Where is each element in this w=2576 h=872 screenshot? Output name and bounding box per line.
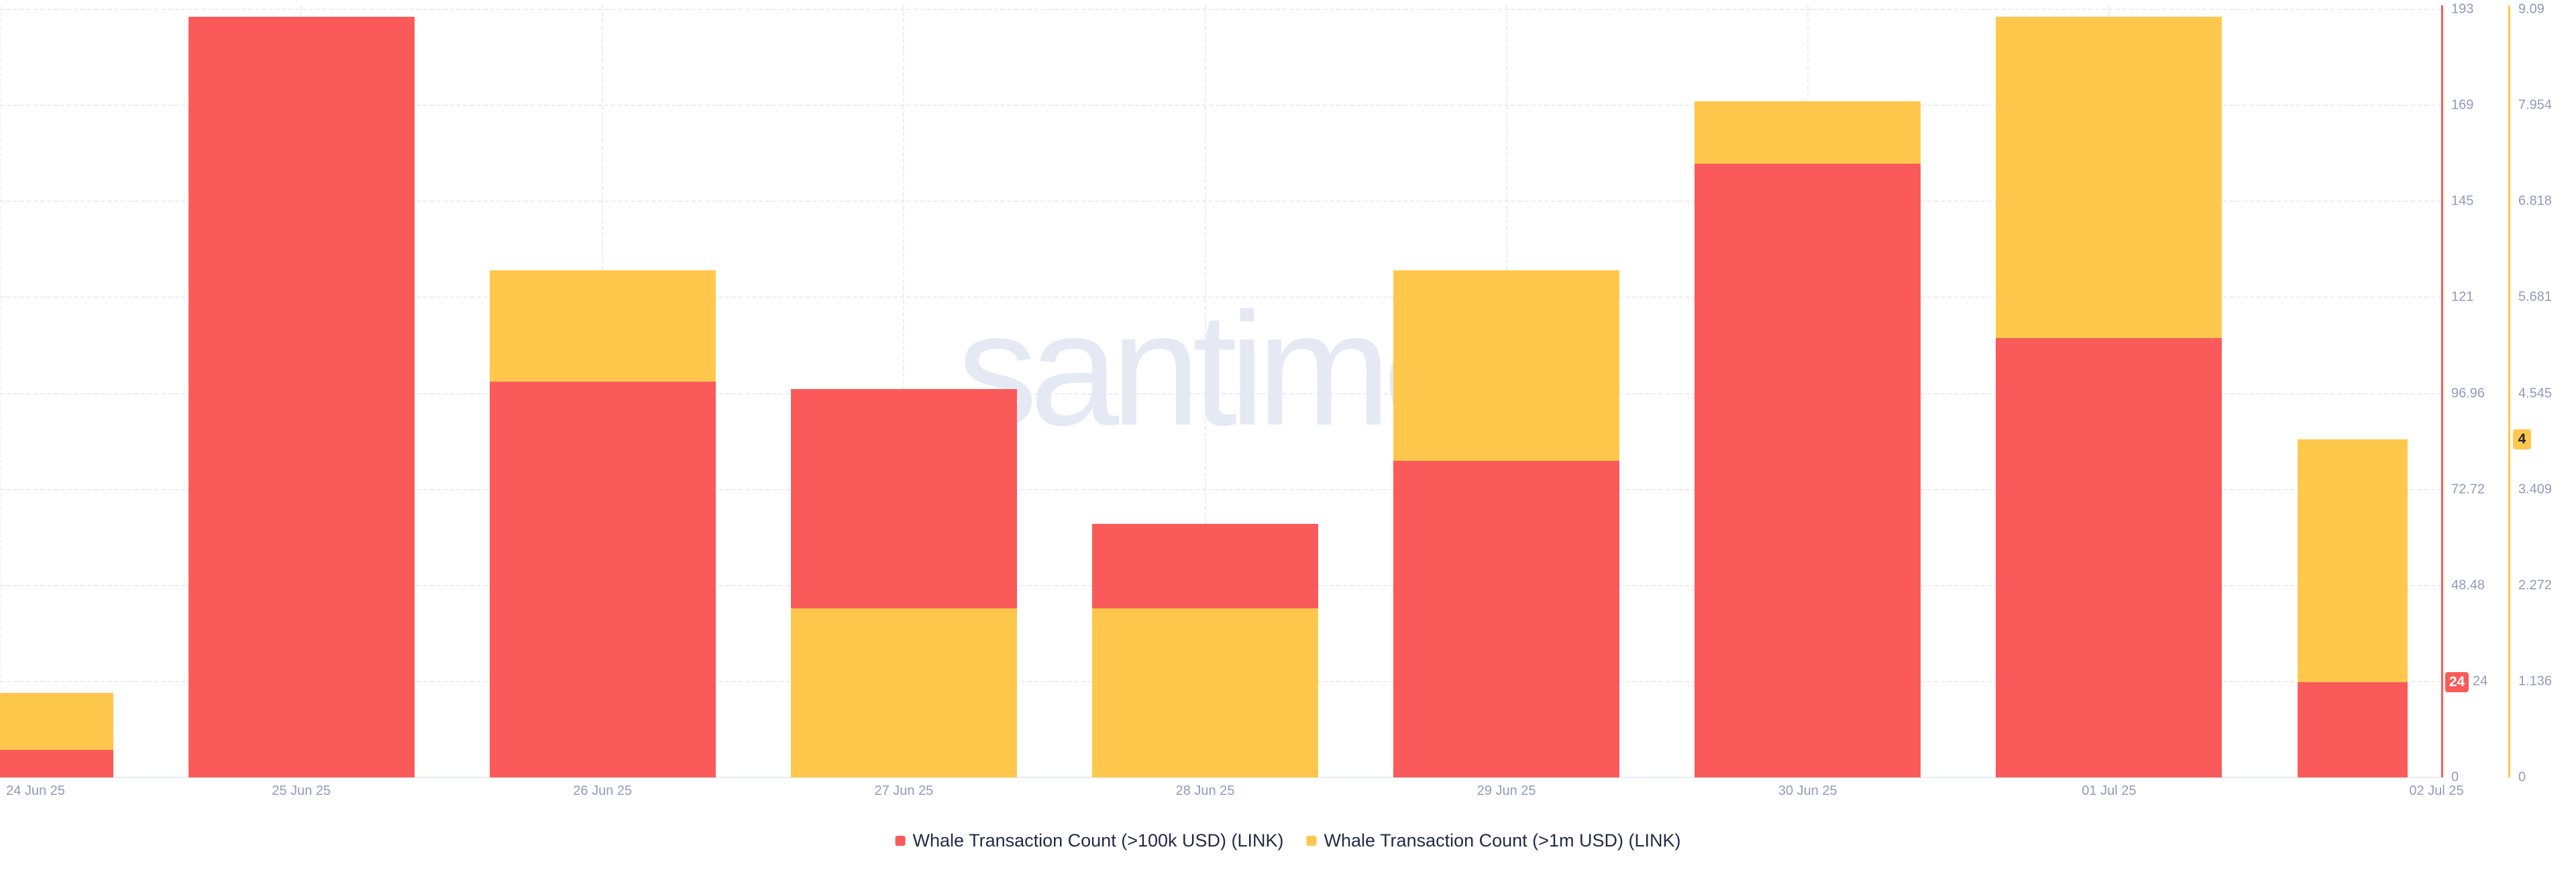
horizontal-gridline xyxy=(0,105,2442,107)
x-axis-date-label: 01 Jul 25 xyxy=(2082,783,2137,798)
horizontal-gridline xyxy=(0,392,2442,394)
vertical-gridline xyxy=(0,5,1,777)
yellow-axis-tick-label: 6.818 xyxy=(2518,193,2553,209)
x-axis-date-label: 02 Jul 25 xyxy=(2409,783,2464,798)
bar-100k-26 Jun 25[interactable] xyxy=(489,381,716,777)
yellow-last-value-badge: 4 xyxy=(2513,429,2531,450)
yellow-axis-tick-label: 0 xyxy=(2518,769,2526,785)
red-axis-tick-label: 48.48 xyxy=(2451,578,2485,593)
bar-100k-25 Jun 25[interactable] xyxy=(188,17,415,777)
bar-100k-01 Jul 25[interactable] xyxy=(1996,337,2222,777)
x-axis-date-label: 24 Jun 25 xyxy=(6,783,65,798)
vertical-gridline xyxy=(1204,5,1206,777)
legend-label-1m: Whale Transaction Count (>1m USD) (LINK) xyxy=(1324,830,1681,851)
red-axis-line xyxy=(2441,5,2443,777)
horizontal-gridline xyxy=(0,296,2442,298)
bar-100k-02 Jul 25[interactable] xyxy=(2297,682,2408,777)
legend-label-100k: Whale Transaction Count (>100k USD) (LIN… xyxy=(912,830,1284,851)
red-axis-tick-label: 24 xyxy=(2473,673,2488,689)
x-axis-date-label: 26 Jun 25 xyxy=(573,783,633,798)
horizontal-gridline xyxy=(0,488,2442,490)
yellow-axis-tick-label: 5.681 xyxy=(2518,289,2553,305)
x-axis-date-label: 25 Jun 25 xyxy=(272,783,331,798)
yellow-axis-tick-label: 7.954 xyxy=(2518,97,2553,113)
yellow-axis-tick-label: 9.09 xyxy=(2518,1,2544,17)
bar-100k-30 Jun 25[interactable] xyxy=(1695,163,1921,777)
red-axis-tick-label: 0 xyxy=(2451,769,2459,785)
yellow-axis-tick-label: 1.136 xyxy=(2518,673,2553,689)
x-axis-date-label: 30 Jun 25 xyxy=(1778,783,1837,798)
yellow-axis-tick-label: 2.272 xyxy=(2518,578,2553,593)
yellow-axis-line xyxy=(2508,5,2510,777)
legend-swatch-red-icon xyxy=(895,836,906,846)
x-axis-date-label: 27 Jun 25 xyxy=(874,783,934,798)
x-axis-baseline xyxy=(0,777,2442,778)
horizontal-gridline xyxy=(0,201,2442,203)
red-axis-tick-label: 145 xyxy=(2451,193,2474,209)
x-axis-date-label: 28 Jun 25 xyxy=(1175,783,1235,798)
legend-swatch-yellow-icon xyxy=(1306,836,1317,846)
bar-100k-29 Jun 25[interactable] xyxy=(1393,460,1620,777)
red-axis-tick-label: 121 xyxy=(2451,289,2474,305)
yellow-axis-tick-label: 4.545 xyxy=(2518,386,2553,400)
horizontal-gridline xyxy=(0,9,2442,10)
legend: Whale Transaction Count (>100k USD) (LIN… xyxy=(895,830,1681,851)
bar-1m-27 Jun 25[interactable] xyxy=(790,608,1017,777)
red-axis-tick-label: 96.96 xyxy=(2451,386,2485,400)
legend-item-100k[interactable]: Whale Transaction Count (>100k USD) (LIN… xyxy=(895,830,1284,851)
bar-1m-28 Jun 25[interactable] xyxy=(1092,608,1318,777)
x-axis-date-label: 29 Jun 25 xyxy=(1477,783,1536,798)
red-axis-tick-label: 193 xyxy=(2451,1,2474,17)
bar-100k-24 Jun 25[interactable] xyxy=(0,749,113,777)
red-axis-tick-label: 169 xyxy=(2451,97,2474,113)
yellow-axis-tick-label: 3.409 xyxy=(2518,482,2553,497)
legend-item-1m[interactable]: Whale Transaction Count (>1m USD) (LINK) xyxy=(1306,830,1681,851)
red-axis-tick-label: 72.72 xyxy=(2451,482,2485,497)
red-last-value-badge: 24 xyxy=(2445,672,2469,693)
